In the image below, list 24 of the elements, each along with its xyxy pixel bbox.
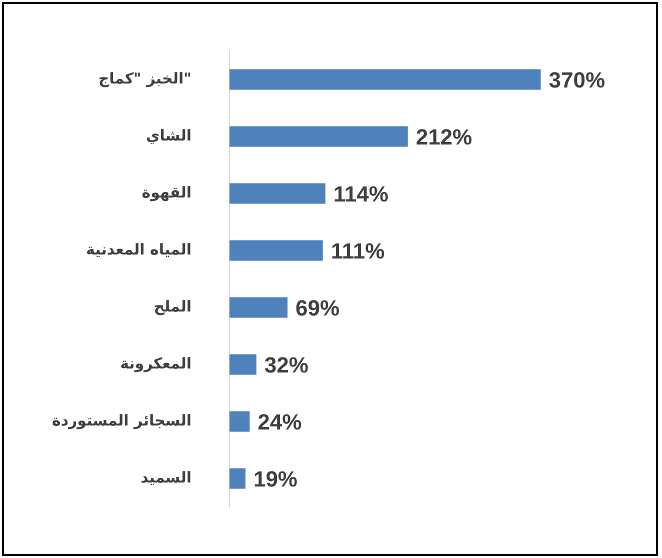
bar <box>229 240 323 261</box>
bar <box>229 411 250 432</box>
data-label: 212% <box>416 124 472 150</box>
bar <box>229 183 326 204</box>
data-label: 69% <box>296 296 340 321</box>
y-tick-label: الملح <box>154 297 192 316</box>
y-tick-label: القهوة <box>142 183 192 202</box>
bar <box>229 297 288 318</box>
y-tick-label: الخبز "كماج" <box>98 69 192 88</box>
y-tick-label: المياه المعدنية <box>86 240 192 258</box>
y-tick-label: الشاي <box>146 126 192 144</box>
bar <box>229 354 256 375</box>
y-tick-label: السميد <box>140 468 192 486</box>
data-label: 24% <box>258 410 302 435</box>
y-tick-label: المعكرونة <box>120 354 192 372</box>
data-label: 32% <box>264 352 308 378</box>
bar <box>229 468 246 489</box>
data-label: 370% <box>548 68 606 93</box>
data-label: 111% <box>330 238 385 264</box>
bar <box>229 126 408 147</box>
y-tick-label: السجائر المستوردة <box>52 411 192 430</box>
data-label: 19% <box>253 466 298 492</box>
data-label: 114% <box>333 182 388 207</box>
bar <box>229 69 541 90</box>
